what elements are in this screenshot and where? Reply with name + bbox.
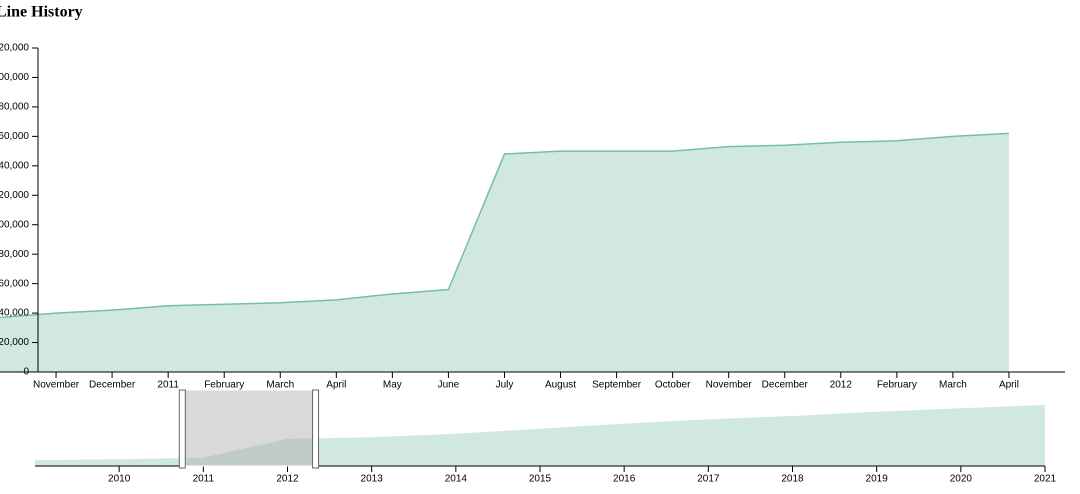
x-tick-label: 2012 [276,474,299,485]
x-tick-label: July [496,380,514,391]
x-tick-label: October [655,380,691,391]
x-tick-label: March [939,380,967,391]
x-tick-label: September [592,380,642,391]
x-tick-label: 2015 [529,474,552,485]
area [0,133,1009,372]
y-tick-label: 200,000 [0,72,29,83]
x-tick-label: April [999,380,1019,391]
x-tick-label: February [204,380,244,391]
y-tick-label: 20,000 [0,337,29,348]
y-tick-label: 160,000 [0,131,29,142]
line [34,404,1046,462]
x-tick-label: 2020 [950,474,973,485]
x-tick-label: February [877,380,917,391]
x-tick-label: June [438,380,460,391]
x-tick-label: November [33,380,80,391]
x-tick-label: December [89,380,136,391]
area [35,405,1045,466]
y-tick-label: 100,000 [0,219,29,230]
y-tick-label: 80,000 [0,249,29,260]
y-tick-label: 0 [23,367,29,378]
x-tick-label: April [326,380,346,391]
x-tick-label: November [706,380,753,391]
x-tick-label: 2018 [781,474,804,485]
chart-title: Line History [0,4,83,21]
brush-handle[interactable] [178,389,186,469]
x-tick-label: August [545,380,576,391]
x-tick-label: 2021 [1034,474,1057,485]
x-tick-label: 2019 [866,474,889,485]
x-tick-label: 2012 [830,380,853,391]
x-tick-label: 2010 [108,474,131,485]
x-tick-label: 2011 [157,380,179,391]
line [0,132,1009,319]
x-tick-label: 2014 [445,474,468,485]
brush-handle[interactable] [312,389,320,469]
y-tick-label: 60,000 [0,278,29,289]
x-tick-label: 2016 [613,474,636,485]
x-tick-label: March [266,380,294,391]
x-tick-label: 2013 [361,474,384,485]
y-tick-label: 120,000 [0,190,29,201]
y-tick-label: 40,000 [0,308,29,319]
y-tick-label: 140,000 [0,160,29,171]
y-tick-label: 180,000 [0,102,29,113]
x-tick-label: May [383,380,402,391]
y-tick-label: 220,000 [0,43,29,54]
x-tick-label: 2017 [697,474,720,485]
x-tick-label: 2011 [193,474,215,485]
x-tick-label: December [762,380,809,391]
brush-selection[interactable] [181,389,317,467]
